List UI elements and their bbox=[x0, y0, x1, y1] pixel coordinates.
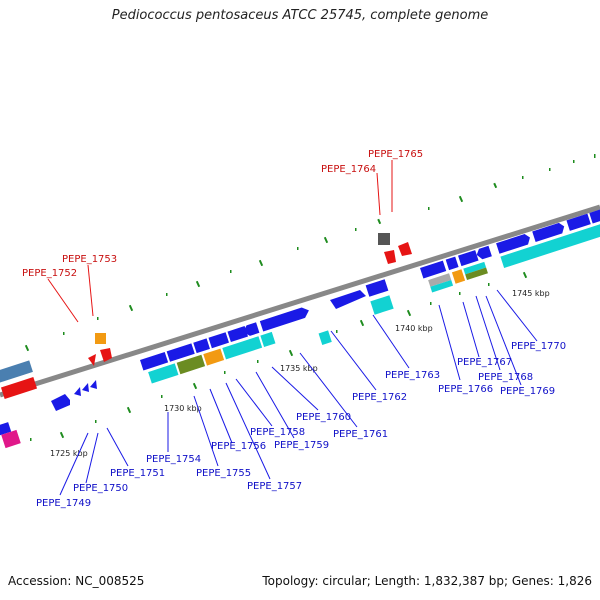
kbp-labels: 1725 kbp 1730 kbp 1735 kbp 1740 kbp 1745… bbox=[50, 289, 550, 458]
kbp-label: 1730 kbp bbox=[164, 404, 202, 413]
gene-label: PEPE_1763 bbox=[385, 370, 440, 381]
gene-cyan-block bbox=[463, 261, 487, 275]
kbp-label: 1745 kbp bbox=[512, 289, 550, 298]
gene-label: PEPE_1765 bbox=[368, 149, 423, 160]
gene-block-steel bbox=[0, 360, 33, 384]
gene-label: PEPE_1752 bbox=[22, 268, 77, 279]
reverse-gene-labels: PEPE_1749 PEPE_1750 PEPE_1751 PEPE_1754 … bbox=[36, 341, 566, 509]
gene-label: PEPE_1769 bbox=[500, 386, 555, 397]
gene-label: PEPE_1762 bbox=[352, 392, 407, 403]
gene-label: PEPE_1759 bbox=[274, 440, 329, 451]
gene-blue-block bbox=[566, 213, 591, 231]
gene-cyan-block bbox=[260, 331, 276, 348]
gene-blue-arrow bbox=[496, 234, 530, 254]
gene-blue-block bbox=[365, 279, 389, 297]
kbp-label: 1740 kbp bbox=[395, 324, 433, 333]
gene-label: PEPE_1757 bbox=[247, 481, 302, 492]
gene-blue-block bbox=[166, 343, 195, 362]
gene-cyan-small bbox=[318, 330, 332, 345]
gene-blue-block bbox=[420, 260, 447, 279]
map-title: Pediococcus pentosaceus ATCC 25745, comp… bbox=[111, 8, 489, 23]
kbp-label: 1725 kbp bbox=[50, 449, 88, 458]
gene-orange-block bbox=[203, 348, 225, 366]
gene-label: PEPE_1768 bbox=[478, 372, 533, 383]
gene-grey-block bbox=[428, 273, 452, 287]
gene-label: PEPE_1758 bbox=[250, 427, 305, 438]
gene-label: PEPE_1755 bbox=[196, 468, 251, 479]
leader-lines-red bbox=[47, 160, 393, 323]
gene-blue-arrow bbox=[74, 387, 81, 396]
gene-red-small bbox=[384, 250, 396, 264]
kbp-label: 1735 kbp bbox=[280, 364, 318, 373]
gene-blue-arrow bbox=[82, 383, 89, 392]
gene-cyan-block bbox=[148, 363, 179, 384]
gene-blue-block bbox=[139, 351, 169, 371]
leader-lines-blue bbox=[59, 289, 538, 496]
gene-olive-block bbox=[176, 354, 206, 375]
gene-cyan-block bbox=[370, 295, 394, 315]
gene-cyan-block bbox=[222, 336, 263, 360]
genome-backbone bbox=[0, 204, 600, 398]
gene-label: PEPE_1754 bbox=[146, 454, 201, 465]
gene-red-small bbox=[398, 242, 412, 256]
gene-blue-block bbox=[193, 338, 210, 354]
gene-blue-arrow bbox=[90, 380, 97, 389]
gene-label: PEPE_1760 bbox=[296, 412, 351, 423]
gene-blue-arrow bbox=[532, 222, 565, 242]
gene-orange-square bbox=[95, 333, 106, 344]
gene-label: PEPE_1749 bbox=[36, 498, 91, 509]
gene-label: PEPE_1770 bbox=[511, 341, 566, 352]
genome-summary: Topology: circular; Length: 1,832,387 bp… bbox=[262, 574, 592, 588]
gene-red-small bbox=[100, 348, 112, 362]
reverse-strand bbox=[0, 207, 600, 449]
gene-blue-arrow bbox=[243, 322, 260, 336]
gene-cyan-block bbox=[500, 219, 600, 269]
gene-label: PEPE_1756 bbox=[211, 441, 266, 452]
gene-label: PEPE_1766 bbox=[438, 384, 493, 395]
gene-magenta-block bbox=[1, 429, 21, 449]
gene-blue-block bbox=[208, 332, 229, 349]
gene-blue-block bbox=[458, 250, 479, 267]
gene-block-red bbox=[0, 377, 38, 399]
gene-blue-block bbox=[227, 326, 249, 343]
forward-strand bbox=[0, 233, 412, 399]
gene-cyan-block bbox=[430, 279, 454, 293]
gene-olive-block bbox=[465, 267, 488, 281]
gene-blue-arrow bbox=[259, 307, 309, 332]
gene-label: PEPE_1761 bbox=[333, 429, 388, 440]
gene-blue-block bbox=[0, 422, 12, 436]
gene-grey-square bbox=[378, 233, 390, 245]
forward-gene-labels: PEPE_1765 PEPE_1764 PEPE_1753 PEPE_1752 bbox=[22, 149, 423, 279]
outer-tick-row bbox=[24, 154, 596, 352]
gene-blue-block bbox=[445, 256, 459, 271]
inner-tick-row bbox=[30, 271, 528, 441]
gene-orange-block bbox=[451, 269, 466, 284]
gene-blue-arrow bbox=[476, 245, 492, 260]
gene-blue-arrow bbox=[51, 394, 70, 411]
accession-label: Accession: NC_008525 bbox=[8, 574, 145, 588]
gene-blue-arrow bbox=[330, 290, 366, 309]
gene-label: PEPE_1767 bbox=[457, 357, 512, 368]
gene-label: PEPE_1764 bbox=[321, 164, 376, 175]
gene-red-small bbox=[88, 354, 96, 366]
gene-label: PEPE_1750 bbox=[73, 483, 128, 494]
gene-label: PEPE_1751 bbox=[110, 468, 165, 479]
gene-label: PEPE_1753 bbox=[62, 254, 117, 265]
